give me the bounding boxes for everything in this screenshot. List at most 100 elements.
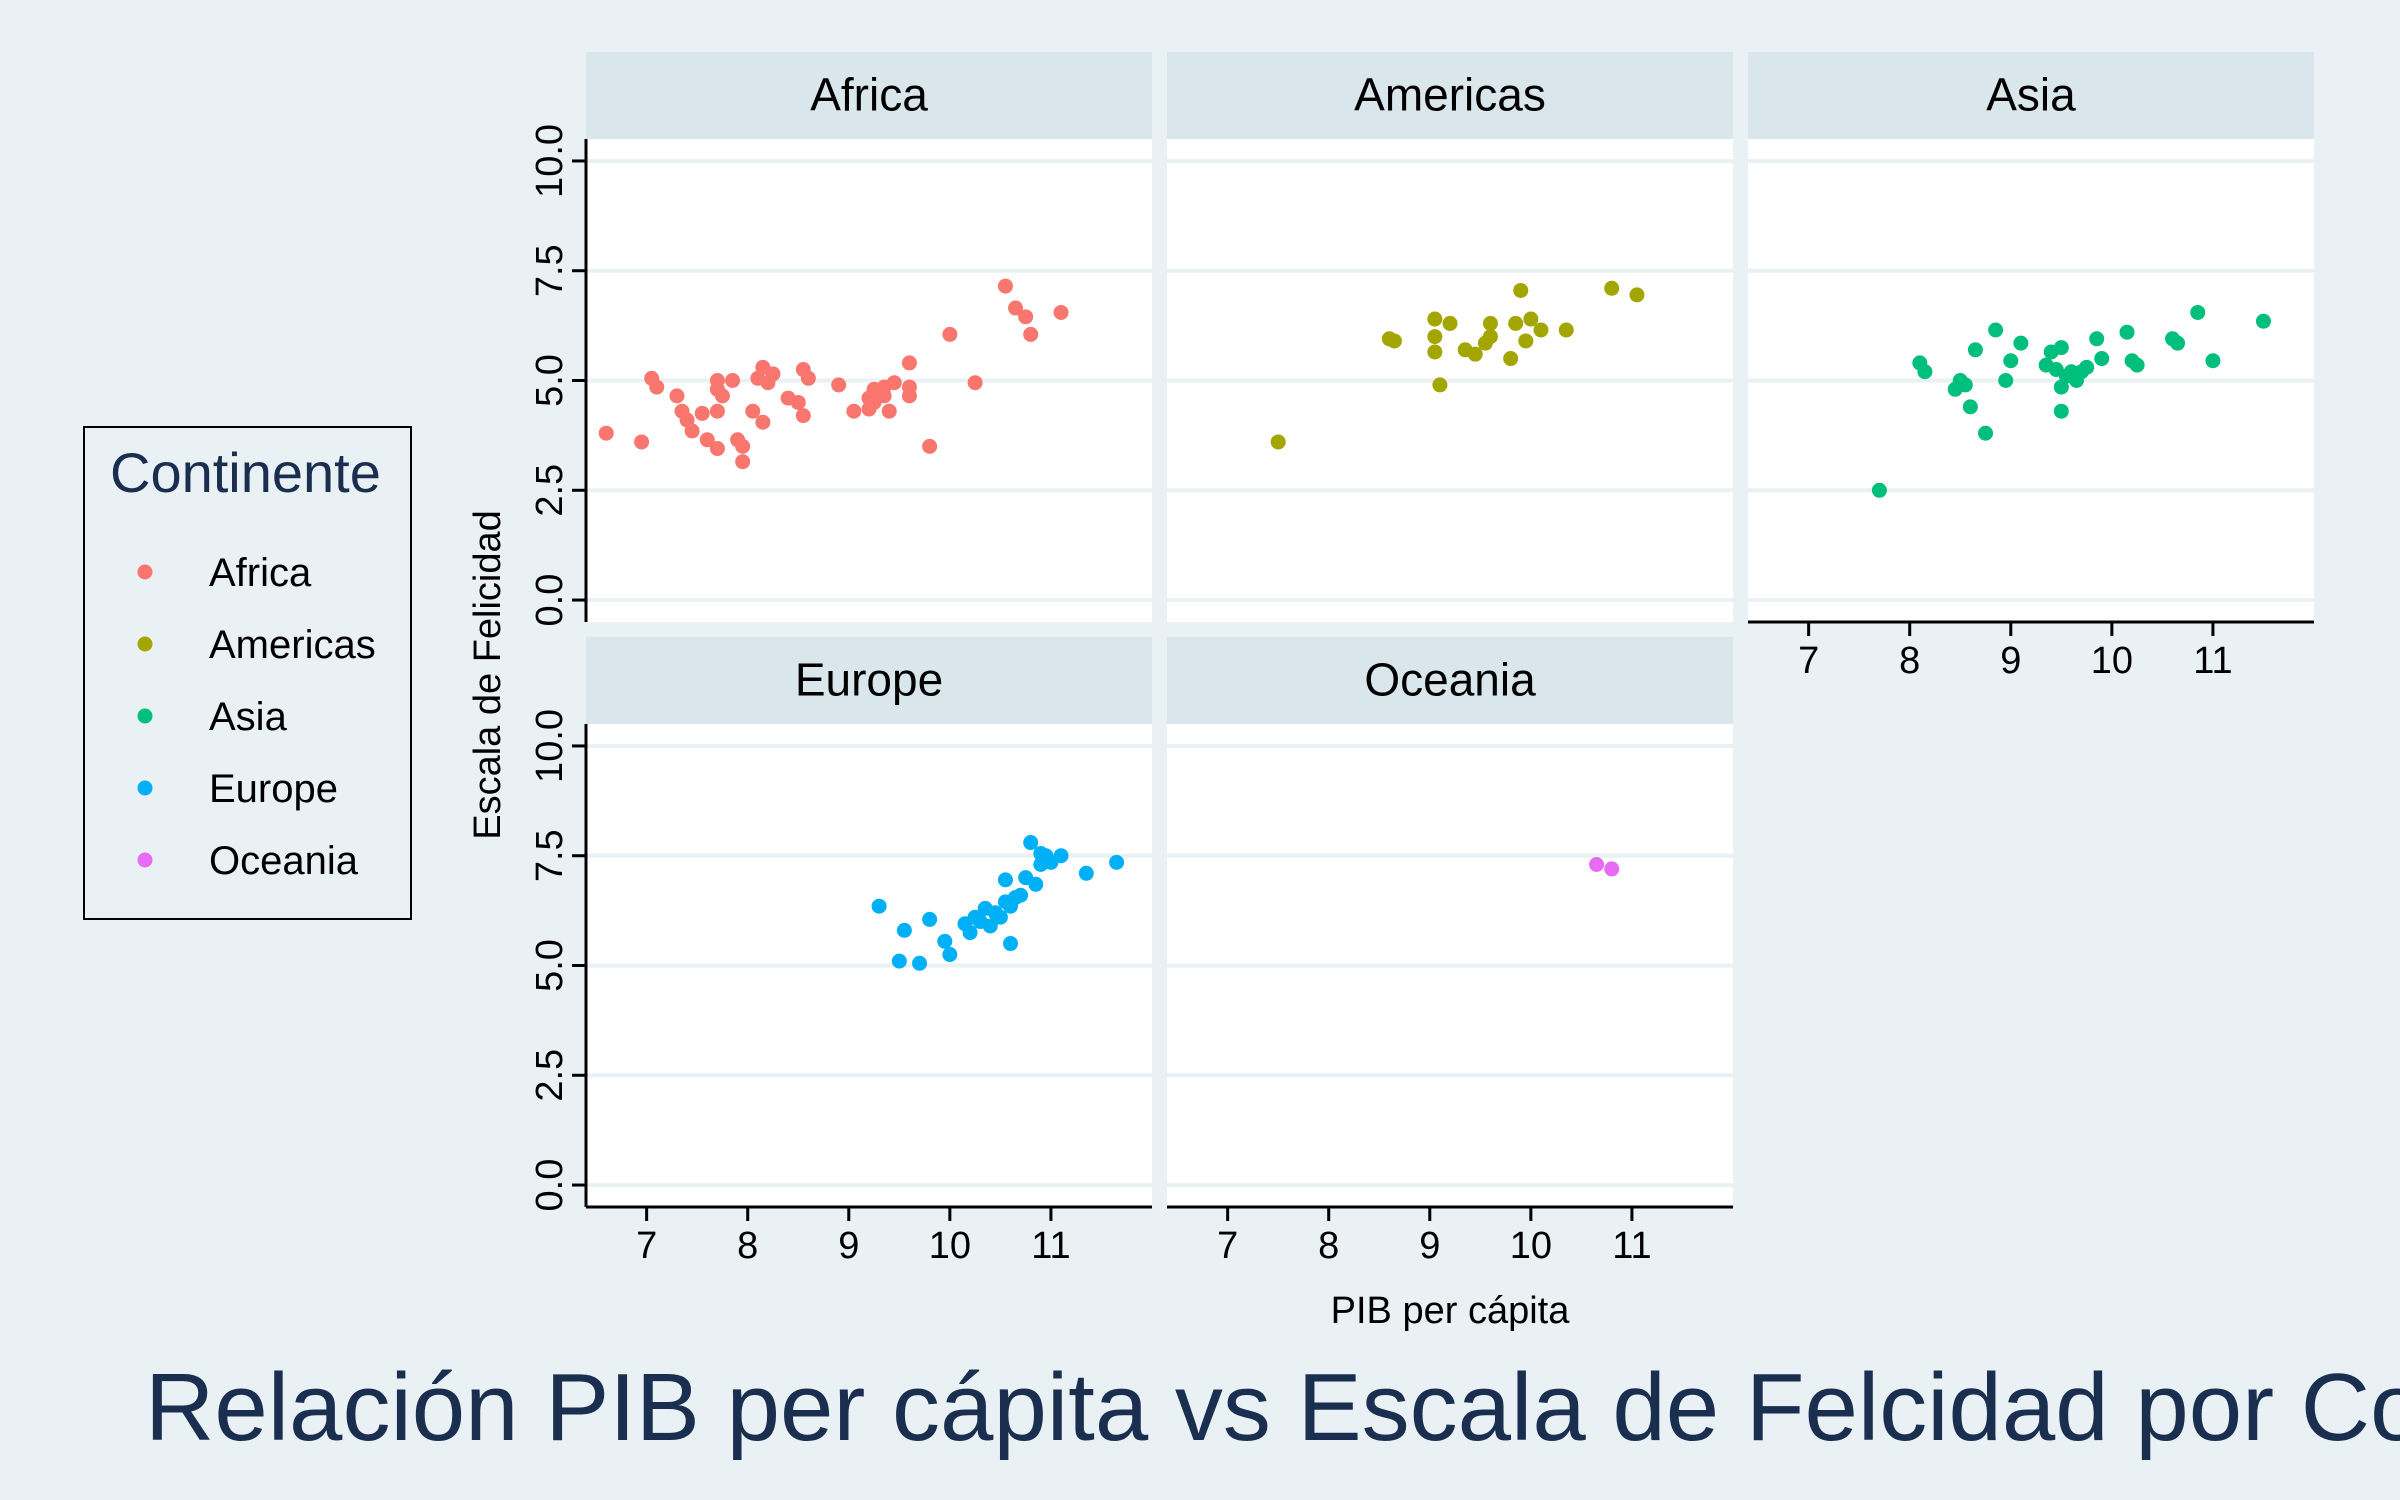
data-point-americas xyxy=(1518,333,1534,349)
data-point-europe xyxy=(1003,936,1018,952)
data-point-europe xyxy=(992,909,1008,925)
legend-key-africa xyxy=(137,564,153,580)
legend-entries: Africa Americas Asia Europe Oceania xyxy=(137,551,376,883)
legend-label-oceania: Oceania xyxy=(209,839,359,883)
data-point-asia xyxy=(1957,377,1973,393)
data-point-asia xyxy=(2190,304,2206,320)
legend-label-europe: Europe xyxy=(209,767,338,811)
data-point-americas xyxy=(1427,311,1443,327)
x-tick-label: 11 xyxy=(1031,1225,1070,1267)
x-tick-label: 8 xyxy=(737,1225,758,1267)
data-point-africa xyxy=(790,394,806,410)
data-point-asia xyxy=(2119,324,2135,340)
data-point-americas xyxy=(1533,322,1549,338)
data-point-americas xyxy=(1503,351,1519,367)
x-tick-label: 10 xyxy=(1510,1225,1552,1267)
data-point-europe xyxy=(937,933,953,949)
y-tick-label: 5.0 xyxy=(529,354,571,407)
data-point-africa xyxy=(725,373,741,388)
legend-label-asia: Asia xyxy=(209,695,288,739)
data-point-europe xyxy=(1023,835,1039,851)
data-point-americas xyxy=(1442,315,1458,331)
data-point-asia xyxy=(2094,351,2110,367)
y-tick-label: 7.5 xyxy=(529,829,571,882)
x-tick-label: 7 xyxy=(636,1225,657,1267)
data-point-asia xyxy=(1917,364,1933,380)
data-point-americas xyxy=(1270,434,1286,450)
data-point-europe xyxy=(1053,848,1069,864)
data-point-europe xyxy=(912,955,928,971)
data-point-africa xyxy=(755,414,771,430)
data-point-africa xyxy=(881,403,897,419)
chart-title: Relación PIB per cápita vs Escala de Fel… xyxy=(145,1354,2400,1461)
x-tick-label: 8 xyxy=(1899,640,1920,682)
data-point-asia xyxy=(1871,482,1887,498)
legend-title: Continente xyxy=(110,441,381,504)
data-point-americas xyxy=(1482,329,1498,345)
data-point-oceania xyxy=(1604,861,1620,877)
facet-strip-europe xyxy=(586,637,1152,724)
data-point-africa xyxy=(669,388,685,404)
data-point-africa xyxy=(942,326,958,342)
data-point-europe xyxy=(871,898,887,914)
data-point-americas xyxy=(1482,315,1498,331)
data-point-africa xyxy=(800,370,816,386)
data-point-europe xyxy=(1028,876,1044,892)
data-point-asia xyxy=(1978,425,1994,441)
x-tick-label: 11 xyxy=(2193,640,2232,682)
y-tick-label: 0.0 xyxy=(529,574,571,627)
data-point-europe xyxy=(962,925,978,941)
facet-strip-label-asia: Asia xyxy=(1986,69,2076,121)
data-point-africa xyxy=(709,441,725,457)
data-point-americas xyxy=(1558,322,1574,338)
data-point-africa xyxy=(694,405,710,421)
data-point-oceania xyxy=(1589,857,1605,873)
data-point-africa xyxy=(922,438,938,454)
y-tick-label: 10.0 xyxy=(529,124,571,198)
data-point-asia xyxy=(2053,340,2069,356)
facet-asia: Asia 7 8 9 10 11 xyxy=(1748,52,2314,682)
data-point-europe xyxy=(997,872,1013,888)
y-tick-label: 2.5 xyxy=(529,1049,571,1102)
facet-strip-asia xyxy=(1748,52,2314,139)
legend-box xyxy=(83,426,412,920)
data-point-africa xyxy=(634,434,650,450)
facet-africa: Africa 0.0 2.5 5.0 7.5 10.0 xyxy=(529,52,1152,626)
data-point-africa xyxy=(598,425,614,441)
data-point-asia xyxy=(1998,373,2014,388)
data-point-americas xyxy=(1386,333,1402,349)
legend-label-africa: Africa xyxy=(209,551,312,595)
data-point-africa xyxy=(1053,304,1069,320)
legend-key-asia xyxy=(137,708,153,724)
facet-strip-label-oceania: Oceania xyxy=(1364,654,1536,706)
data-point-asia xyxy=(1962,399,1978,415)
data-point-americas xyxy=(1432,377,1448,393)
facet-europe: Europe 0.0 2.5 5.0 7.5 10.0 7 8 9 10 11 xyxy=(529,637,1152,1267)
facet-americas: Americas xyxy=(1167,52,1733,622)
data-point-americas xyxy=(1604,280,1620,296)
data-point-asia xyxy=(2003,353,2019,369)
y-tick-label: 0.0 xyxy=(529,1159,571,1212)
data-point-africa xyxy=(886,375,902,391)
x-tick-label: 9 xyxy=(2000,640,2021,682)
data-point-africa xyxy=(684,423,700,439)
data-point-africa xyxy=(1023,326,1039,342)
x-tick-label: 7 xyxy=(1798,640,1819,682)
data-point-africa xyxy=(846,403,862,419)
data-point-africa xyxy=(831,377,847,393)
y-tick-label: 5.0 xyxy=(529,939,571,992)
data-point-africa xyxy=(709,403,725,419)
facet-strip-label-europe: Europe xyxy=(795,654,943,706)
x-tick-label: 7 xyxy=(1217,1225,1238,1267)
data-point-asia xyxy=(2255,313,2271,329)
legend-key-oceania xyxy=(137,852,153,868)
x-axis-label: PIB per cápita xyxy=(1331,1290,1571,1332)
data-point-americas xyxy=(1629,287,1645,303)
data-point-europe xyxy=(896,922,912,938)
legend-key-europe xyxy=(137,780,153,796)
data-point-europe xyxy=(982,918,998,934)
data-point-europe xyxy=(1078,865,1094,881)
data-point-asia xyxy=(2013,335,2029,351)
x-tick-label: 10 xyxy=(929,1225,971,1267)
y-tick-label: 2.5 xyxy=(529,464,571,517)
